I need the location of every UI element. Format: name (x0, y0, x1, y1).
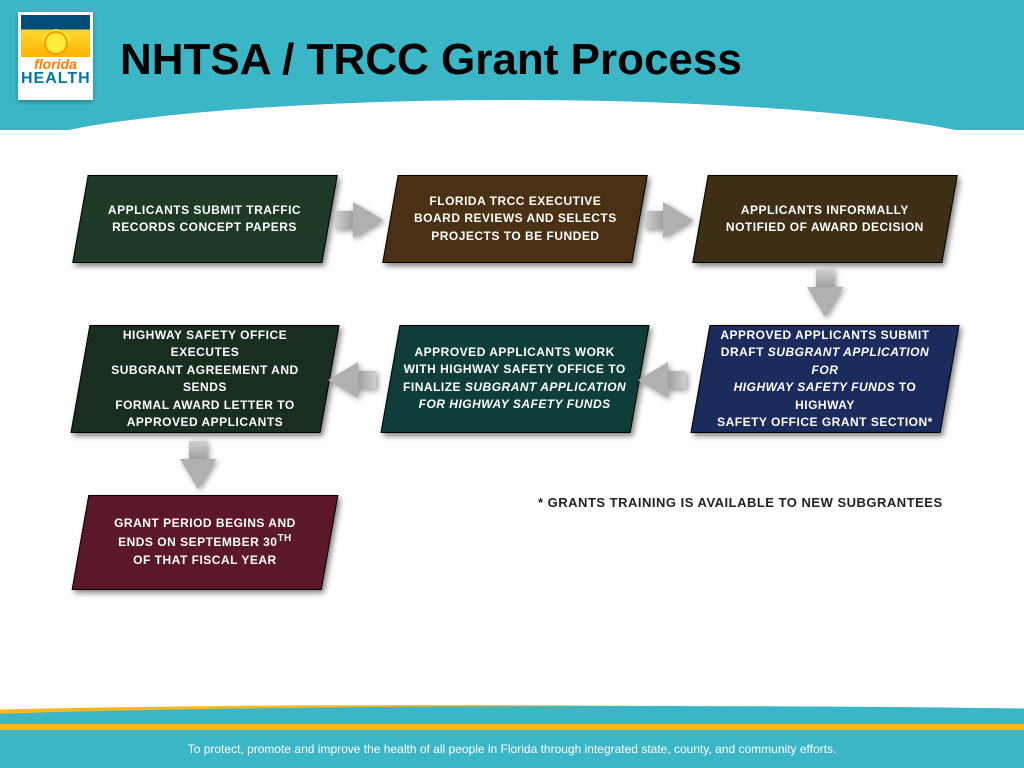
flow-node-6: GRANT PERIOD BEGINS ANDENDS ON SEPTEMBER… (72, 495, 339, 590)
florida-health-logo: florida HEALTH (18, 12, 93, 100)
flow-node-4: APPROVED APPLICANTS WORKWITH HIGHWAY SAF… (380, 325, 649, 433)
logo-text-health: HEALTH (21, 71, 90, 87)
flowchart-footnote: * GRANTS TRAINING IS AVAILABLE TO NEW SU… (538, 495, 943, 510)
footer-text: To protect, promote and improve the heal… (0, 730, 1024, 768)
footer-wave (0, 700, 1024, 730)
flow-arrow-5 (180, 459, 216, 489)
flow-node-0: APPLICANTS SUBMIT TRAFFICRECORDS CONCEPT… (72, 175, 338, 263)
flow-node-1: FLORIDA TRCC EXECUTIVEBOARD REVIEWS AND … (382, 175, 648, 263)
flow-arrow-2 (807, 287, 843, 317)
page-title: NHTSA / TRCC Grant Process (120, 35, 742, 85)
logo-text-florida: florida (21, 57, 90, 71)
flow-node-2: APPLICANTS INFORMALLYNOTIFIED OF AWARD D… (692, 175, 958, 263)
flow-arrow-1 (663, 202, 693, 238)
logo-sun-graphic (21, 15, 90, 57)
flow-arrow-3 (638, 362, 668, 398)
flow-arrow-4 (328, 362, 358, 398)
flow-node-5: HIGHWAY SAFETY OFFICE EXECUTESSUBGRANT A… (70, 325, 339, 433)
flow-node-3: APPROVED APPLICANTS SUBMITDRAFT SUBGRANT… (690, 325, 959, 433)
flow-arrow-0 (353, 202, 383, 238)
